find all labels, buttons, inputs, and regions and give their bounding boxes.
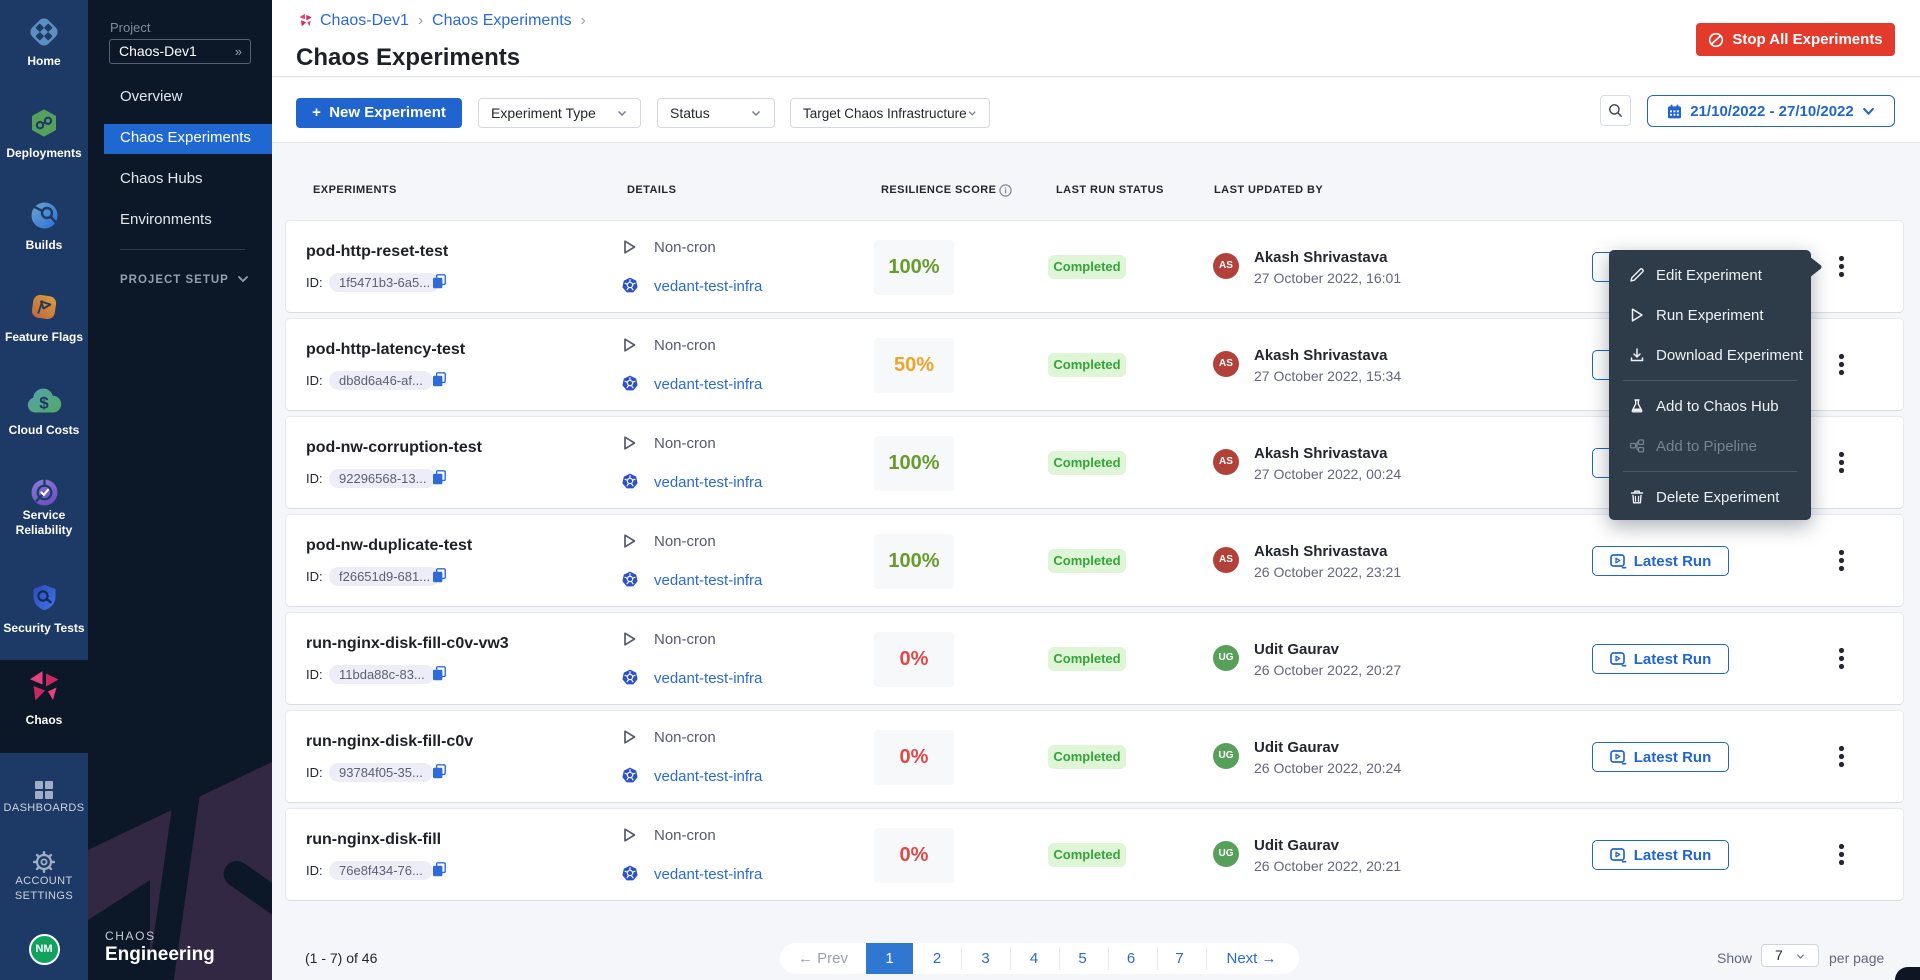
svg-text:$: $	[39, 394, 49, 413]
